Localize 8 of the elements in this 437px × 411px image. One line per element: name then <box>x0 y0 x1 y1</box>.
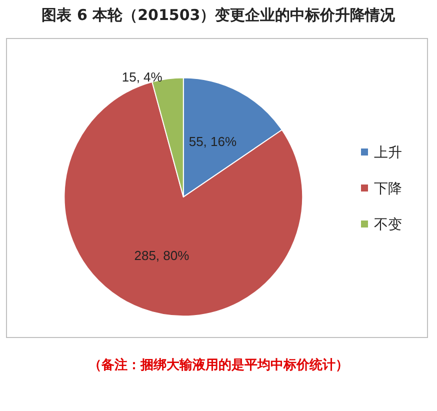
chart-title: 图表 6 本轮（201503）变更企业的中标价升降情况 <box>40 6 396 25</box>
legend-label: 下降 <box>374 180 402 196</box>
legend-label: 不变 <box>374 216 402 232</box>
data-label: 285, 80% <box>134 248 190 264</box>
data-label: 55, 16% <box>188 134 237 150</box>
text: （备注：捆绑大输液用的是平均中标价统计） <box>88 356 350 374</box>
legend-label: 上升 <box>374 144 402 160</box>
data-label: 15, 4% <box>122 69 163 84</box>
